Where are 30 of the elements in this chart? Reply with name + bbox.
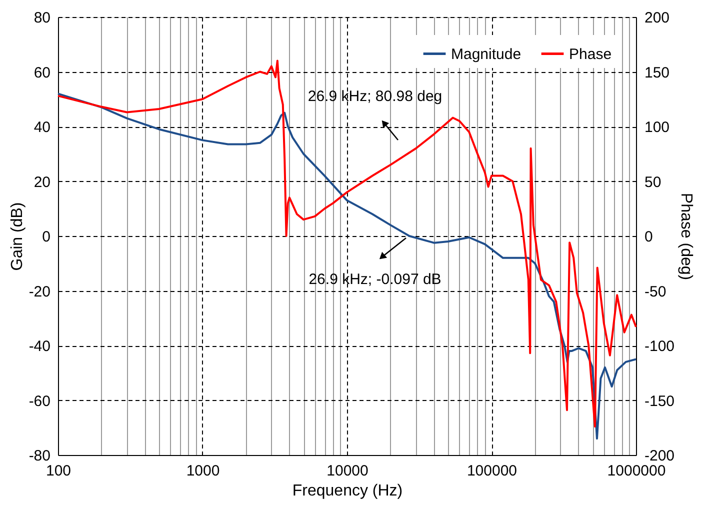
x-tick-label: 1000 xyxy=(186,462,220,480)
y-tick-label: -80 xyxy=(28,448,50,464)
y-tick-label: 40 xyxy=(34,119,50,136)
y2-tick-label: 100 xyxy=(644,119,670,136)
y2-tick-label: -150 xyxy=(644,392,675,410)
annotation: 26.9 kHz; -0.097 dB xyxy=(308,271,442,288)
y2-tick-label: -200 xyxy=(644,448,675,464)
y-tick-label: -60 xyxy=(28,392,50,410)
y-tick-label: 0 xyxy=(42,228,50,246)
x-axis-title: Frequency (Hz) xyxy=(292,482,403,500)
legend-label: Phase xyxy=(569,46,612,63)
y2-axis-title: Phase (deg) xyxy=(678,192,695,280)
y-axis-title: Gain (dB) xyxy=(8,202,26,271)
y2-tick-label: -50 xyxy=(644,283,666,300)
y2-tick-label: 150 xyxy=(644,64,670,82)
x-tick-label: 100000 xyxy=(466,462,518,480)
y-tick-label: -40 xyxy=(28,338,50,355)
y-tick-label: -20 xyxy=(28,283,50,300)
legend-label: Magnitude xyxy=(451,46,522,63)
y2-tick-label: 0 xyxy=(644,228,653,246)
y2-tick-label: -100 xyxy=(644,338,675,355)
y-tick-label: 80 xyxy=(34,10,50,26)
y2-tick-label: 50 xyxy=(644,174,662,191)
y-tick-label: 60 xyxy=(34,64,50,82)
annotation: 26.9 kHz; 80.98 deg xyxy=(308,88,442,105)
y2-tick-label: 200 xyxy=(644,10,670,26)
x-tick-label: 10000 xyxy=(326,462,368,480)
y-tick-label: 20 xyxy=(34,174,50,191)
x-tick-label: 100 xyxy=(46,462,72,480)
x-tick-label: 1000000 xyxy=(607,462,666,480)
